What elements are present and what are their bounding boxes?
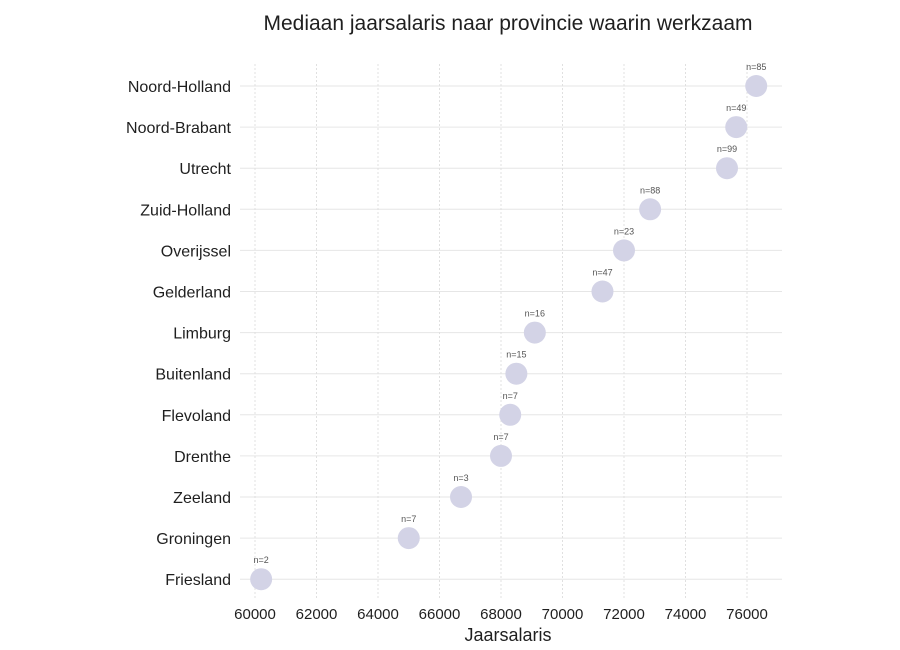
data-label: n=88: [640, 185, 660, 195]
y-tick-label: Noord-Brabant: [126, 120, 232, 137]
x-tick-label: 68000: [480, 606, 522, 623]
annotation-layer: n=85 n=49 n=99 n=88 n=23 n=47 n=16 n=15 n=7 n=7 n=…: [254, 62, 767, 565]
y-tick-label: Utrecht: [179, 161, 231, 178]
data-point: [499, 403, 522, 426]
y-tick-label: Limburg: [173, 326, 231, 343]
y-tick-label: Groningen: [156, 531, 231, 548]
data-label: n=7: [503, 391, 518, 401]
data-point: [523, 321, 546, 344]
x-tick-label: 72000: [603, 606, 645, 623]
data-label: n=85: [746, 62, 766, 72]
data-point: [591, 280, 614, 303]
y-tick-label: Noord-Holland: [128, 79, 231, 96]
x-tick-label: 70000: [542, 606, 584, 623]
data-point: [505, 362, 528, 385]
y-axis-labels: Noord-Holland Noord-Brabant Utrecht Zuid-Ho…: [126, 79, 232, 589]
data-point: [613, 239, 635, 262]
x-tick-label: 66000: [419, 606, 461, 623]
x-axis-ticks: 60000 62000 64000 66000 68000 70000 72000 74000…: [234, 606, 768, 623]
x-tick-label: 74000: [665, 606, 707, 623]
data-point: [725, 116, 748, 139]
data-point: [716, 157, 739, 180]
data-label: n=49: [726, 103, 746, 113]
data-label: n=3: [453, 473, 468, 483]
data-label: n=23: [614, 226, 634, 236]
points-layer: [250, 75, 768, 591]
y-tick-label: Friesland: [165, 572, 231, 589]
y-tick-label: Flevoland: [162, 408, 231, 425]
y-tick-label: Drenthe: [174, 449, 231, 466]
data-label: n=99: [717, 144, 737, 154]
x-tick-label: 60000: [234, 606, 276, 623]
data-label: n=7: [493, 432, 508, 442]
x-axis-label: Jaarsalaris: [464, 625, 551, 645]
y-tick-label: Gelderland: [153, 285, 231, 302]
data-point: [450, 486, 473, 508]
data-label: n=16: [525, 309, 545, 319]
data-point: [639, 198, 662, 221]
data-label: n=15: [506, 350, 526, 360]
grid-layer: [240, 64, 782, 600]
chart-title: Mediaan jaarsalaris naar provincie waari…: [263, 12, 753, 35]
y-tick-label: Overijssel: [161, 243, 231, 260]
data-label: n=2: [254, 555, 269, 565]
data-label: n=7: [401, 514, 416, 524]
x-tick-label: 76000: [726, 606, 768, 623]
y-tick-label: Buitenland: [155, 367, 231, 384]
x-tick-label: 62000: [296, 606, 338, 623]
y-tick-label: Zeeland: [173, 490, 231, 507]
data-point: [250, 568, 273, 591]
data-label: n=47: [592, 268, 612, 278]
data-point: [397, 527, 420, 550]
y-tick-label: Zuid-Holland: [140, 202, 231, 219]
x-tick-label: 64000: [357, 606, 399, 623]
data-point: [745, 75, 768, 97]
data-point: [490, 444, 512, 467]
